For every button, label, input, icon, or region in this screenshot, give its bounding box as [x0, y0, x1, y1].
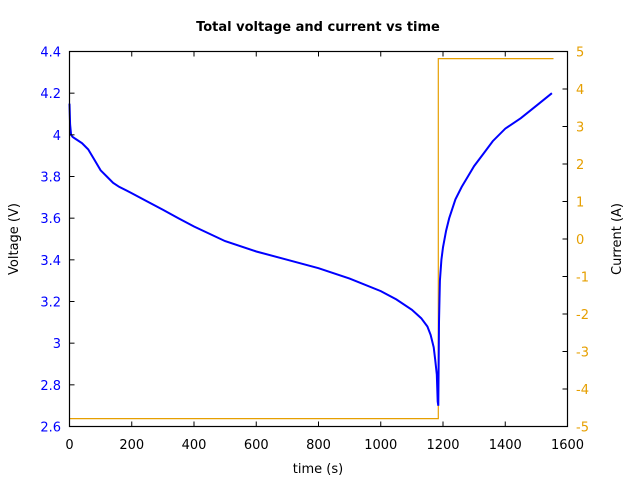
- y-tick-label: 4.2: [40, 87, 61, 102]
- y2-tick-label: 1: [576, 196, 584, 211]
- x-tick-label: 800: [306, 438, 331, 453]
- y-tick-label: 4: [53, 129, 61, 144]
- x-tick-label: 1600: [551, 438, 584, 453]
- y-axis-label: Voltage (V): [7, 203, 22, 275]
- x-tick-label: 200: [119, 438, 144, 453]
- chart-title: Total voltage and current vs time: [196, 20, 440, 35]
- x-tick-label: 0: [65, 438, 73, 453]
- y-tick-label: 3: [53, 337, 61, 352]
- plot-frame: [68, 50, 569, 428]
- series-layer: [68, 57, 554, 420]
- y2-tick-label: -5: [576, 421, 589, 436]
- x-tick-label: 1400: [489, 438, 522, 453]
- x-tick-label: 600: [244, 438, 269, 453]
- y2-tick-label: 2: [576, 158, 584, 173]
- y2-tick-label: 4: [576, 83, 584, 98]
- y2-tick-label: -3: [576, 346, 589, 361]
- y-tick-label: 2.8: [40, 379, 61, 394]
- y-tick-label: 3.4: [40, 254, 61, 269]
- x-axis: 0 200 400 600 800 1000 1200 1400 1600: [65, 51, 584, 453]
- y-axis-left: 2.6 2.8 3 3.2 3.4 3.6 3.8 4 4.2 4.4: [40, 46, 75, 436]
- y2-tick-label: 3: [576, 121, 584, 136]
- x-axis-label: time (s): [293, 462, 343, 477]
- x-tick-label: 400: [182, 438, 207, 453]
- y2-tick-label: 5: [576, 46, 584, 61]
- y-tick-label: 3.2: [40, 296, 61, 311]
- y-tick-label: 2.6: [40, 421, 61, 436]
- y-tick-label: 4.4: [40, 46, 61, 61]
- y-axis-right: -5 -4 -3 -2 -1 0 1 2 3 4 5: [562, 46, 589, 436]
- current-series-line: [69, 57, 554, 420]
- y-tick-label: 3.6: [40, 212, 61, 227]
- y2-tick-label: -1: [576, 271, 589, 286]
- y2-tick-label: -4: [576, 383, 589, 398]
- x-tick-label: 1000: [364, 438, 397, 453]
- y2-tick-label: 0: [576, 233, 584, 248]
- y2-axis-label: Current (A): [610, 203, 625, 275]
- voltage-series-line: [68, 92, 553, 406]
- y-tick-label: 3.8: [40, 171, 61, 186]
- y2-tick-label: -2: [576, 308, 589, 323]
- x-tick-label: 1200: [426, 438, 459, 453]
